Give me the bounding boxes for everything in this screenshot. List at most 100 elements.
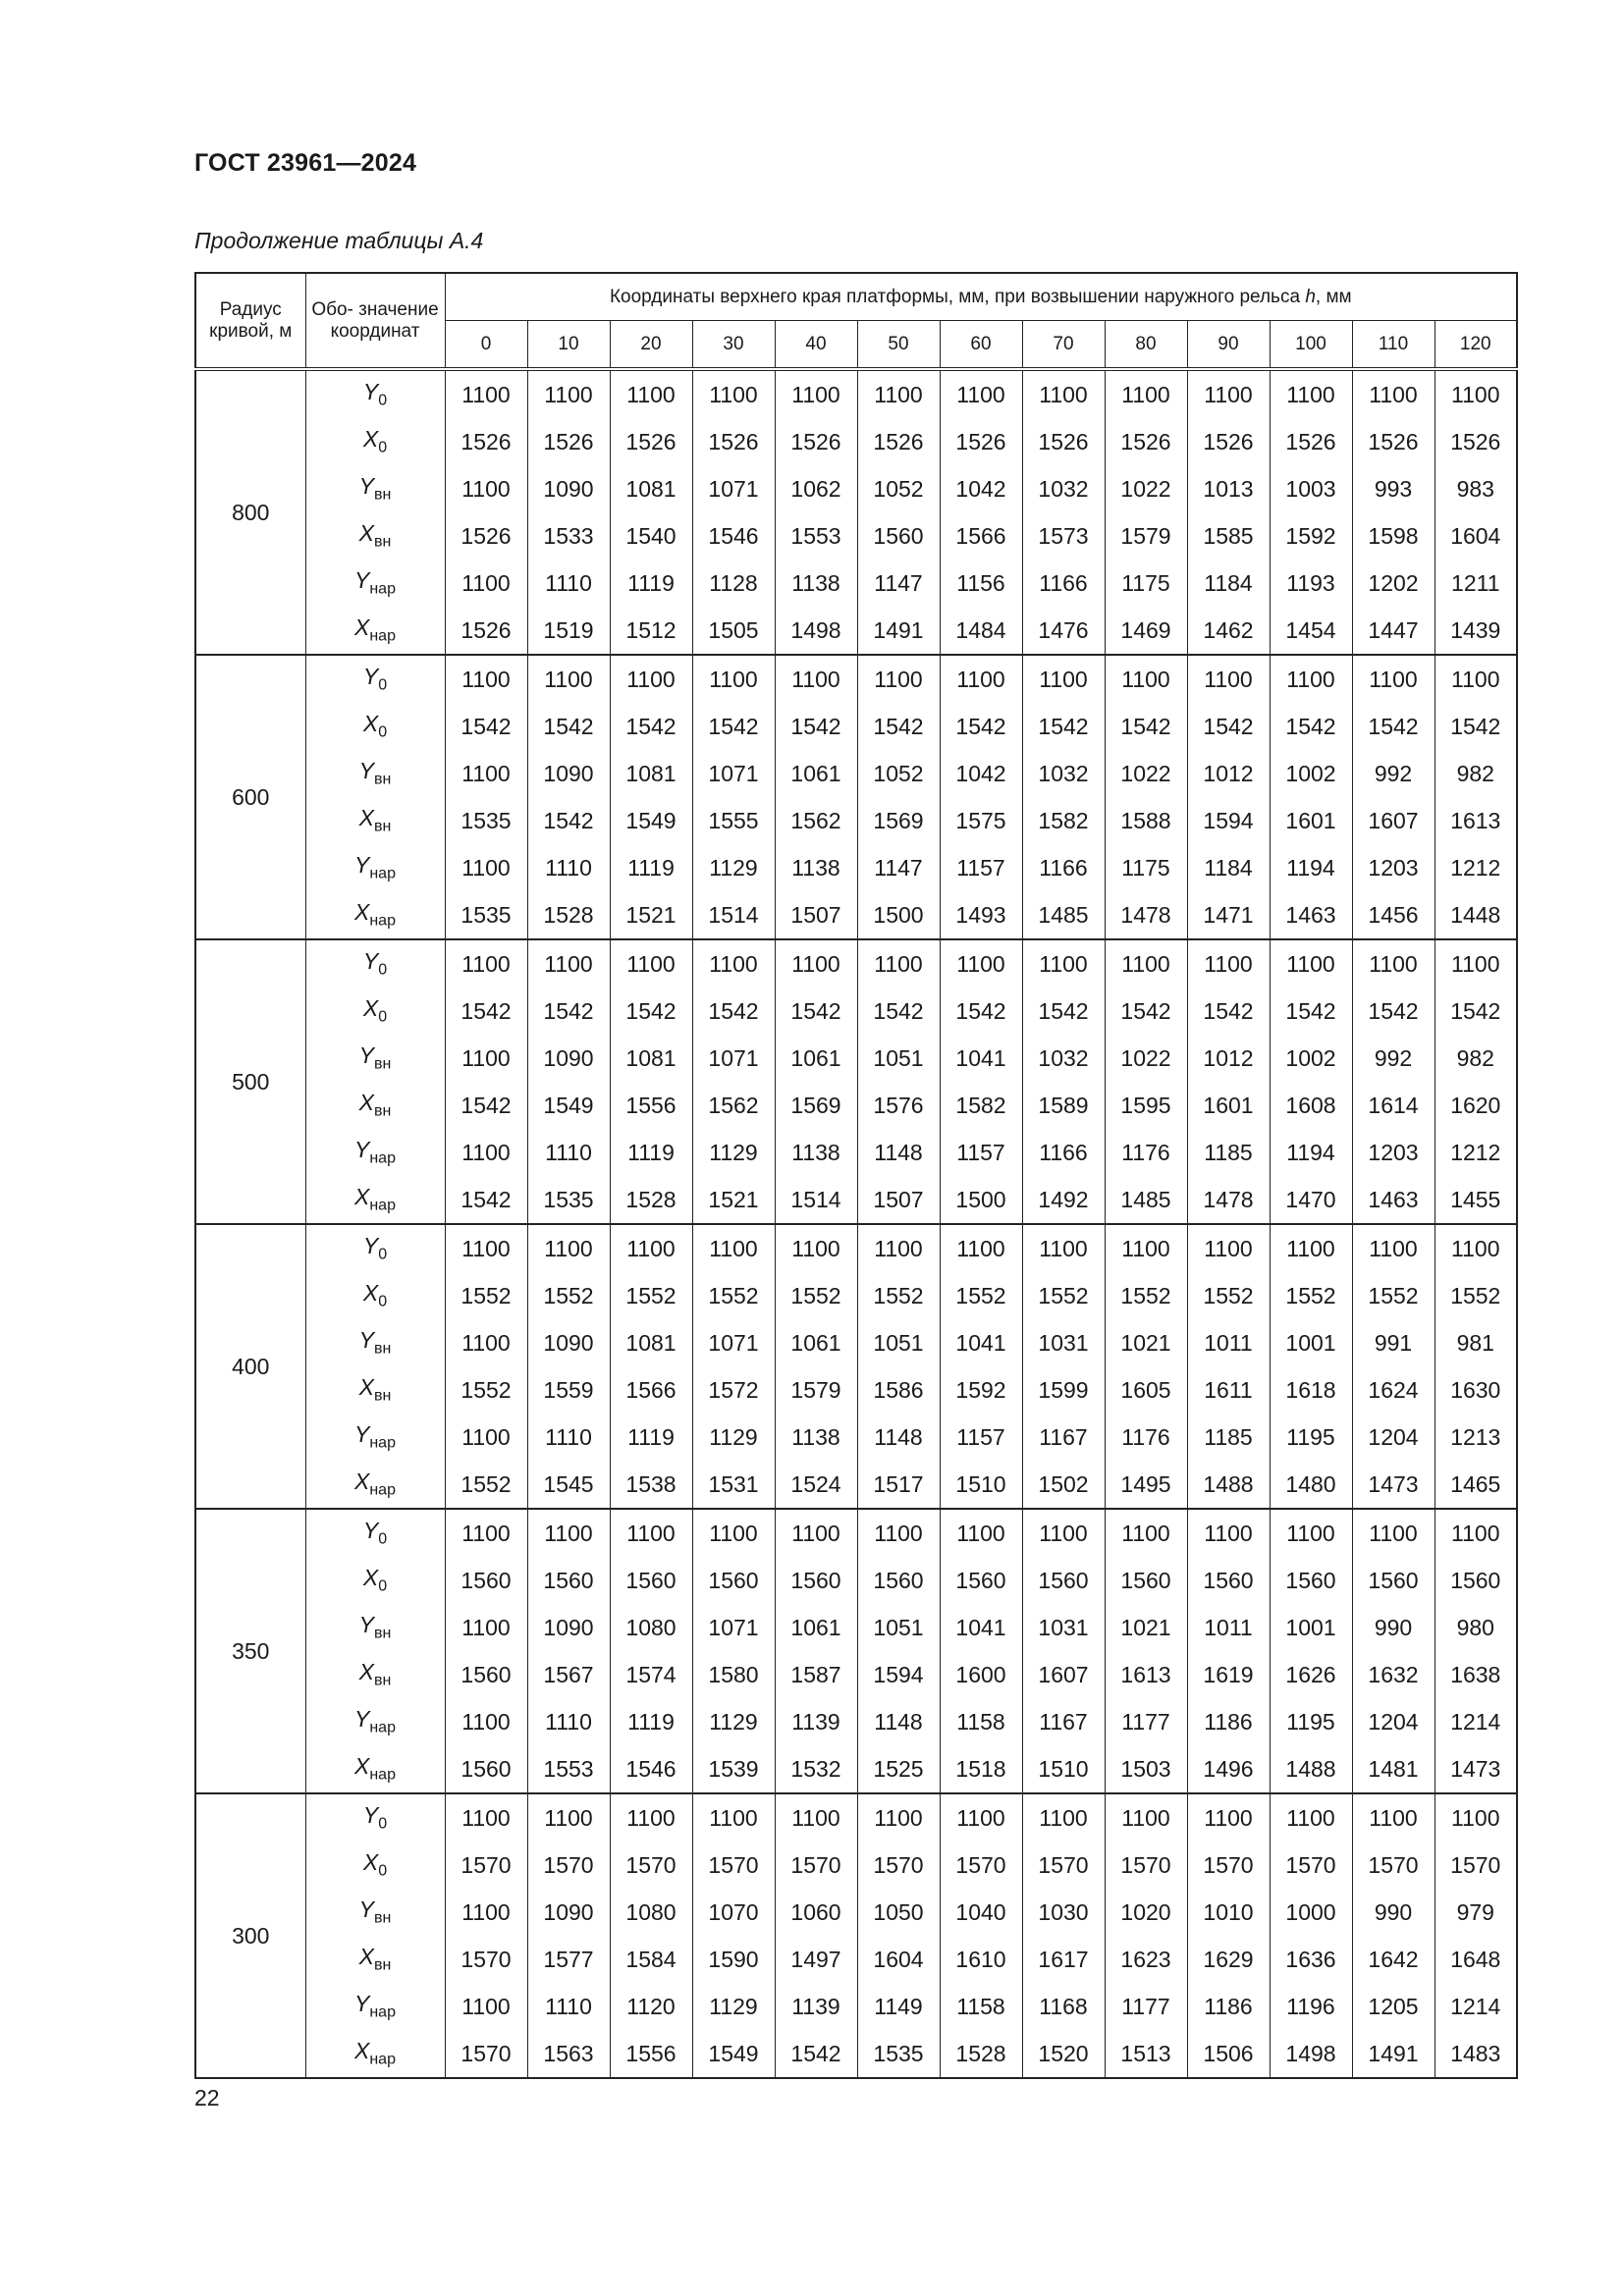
value-cell: 1020 bbox=[1104, 1889, 1188, 1936]
table-row: Yнар 1100 1110 1119 1129 1138 1148 1157 1166 1176… bbox=[195, 1129, 1518, 1176]
header-h-value: 120 bbox=[1434, 320, 1518, 371]
value-cell: 1100 bbox=[939, 939, 1023, 988]
table-body: 800 Y0 1100 1100 1100 1100 1100 1100 1100 1100 110… bbox=[194, 368, 1518, 2079]
value-cell: 1506 bbox=[1186, 2030, 1271, 2079]
value-cell: 1492 bbox=[1021, 1176, 1106, 1225]
radius-cell: 800 bbox=[194, 368, 306, 656]
value-cell: 1211 bbox=[1434, 560, 1518, 607]
value-cell: 1582 bbox=[1021, 797, 1106, 844]
value-cell: 1110 bbox=[526, 1983, 611, 2030]
value-cell: 1542 bbox=[444, 703, 528, 750]
value-cell: 1138 bbox=[774, 1129, 858, 1176]
value-cell: 1032 bbox=[1021, 750, 1106, 797]
value-cell: 1010 bbox=[1186, 1889, 1271, 1936]
value-cell: 1573 bbox=[1021, 512, 1106, 560]
value-cell: 1081 bbox=[609, 465, 693, 512]
value-cell: 1011 bbox=[1186, 1604, 1271, 1651]
value-cell: 1100 bbox=[444, 1319, 528, 1366]
value-cell: 1090 bbox=[526, 1889, 611, 1936]
header-h-value: 110 bbox=[1351, 320, 1435, 371]
value-cell: 1100 bbox=[939, 1509, 1023, 1557]
value-cell: 1542 bbox=[774, 703, 858, 750]
value-cell: 1590 bbox=[691, 1936, 776, 1983]
value-cell: 1100 bbox=[691, 655, 776, 703]
value-cell: 1100 bbox=[774, 655, 858, 703]
value-cell: 1579 bbox=[1104, 512, 1188, 560]
value-cell: 1600 bbox=[939, 1651, 1023, 1698]
radius-cell: 300 bbox=[194, 1792, 306, 2079]
value-cell: 1100 bbox=[774, 1509, 858, 1557]
value-cell: 1100 bbox=[1104, 369, 1188, 418]
value-cell: 1042 bbox=[939, 750, 1023, 797]
value-cell: 1157 bbox=[939, 1129, 1023, 1176]
value-cell: 1100 bbox=[856, 1224, 941, 1272]
value-cell: 993 bbox=[1351, 465, 1435, 512]
value-cell: 1051 bbox=[856, 1319, 941, 1366]
value-cell: 1129 bbox=[691, 1983, 776, 2030]
value-cell: 1542 bbox=[609, 988, 693, 1035]
header-h-value: 50 bbox=[856, 320, 941, 371]
value-cell: 1100 bbox=[856, 369, 941, 418]
value-cell: 1526 bbox=[1434, 418, 1518, 465]
value-cell: 1589 bbox=[1021, 1082, 1106, 1129]
value-cell: 1483 bbox=[1434, 2030, 1518, 2079]
value-cell: 1592 bbox=[1269, 512, 1353, 560]
value-cell: 1032 bbox=[1021, 1035, 1106, 1082]
value-cell: 1542 bbox=[444, 988, 528, 1035]
value-cell: 1533 bbox=[526, 512, 611, 560]
coordinate-symbol: Yнар bbox=[304, 844, 446, 891]
coordinate-symbol: Xнар bbox=[304, 1745, 446, 1794]
value-cell: 1110 bbox=[526, 844, 611, 891]
value-cell: 1100 bbox=[1186, 1224, 1271, 1272]
value-cell: 1560 bbox=[444, 1557, 528, 1604]
value-cell: 1524 bbox=[774, 1461, 858, 1510]
value-cell: 1563 bbox=[526, 2030, 611, 2079]
coordinate-symbol: X0 bbox=[304, 703, 446, 750]
value-cell: 1175 bbox=[1104, 560, 1188, 607]
coordinate-symbol: X0 bbox=[304, 1557, 446, 1604]
table-row: X0 1542 1542 1542 1542 1542 1542 1542 1542 1542 15… bbox=[195, 988, 1518, 1035]
value-cell: 1507 bbox=[774, 891, 858, 940]
value-cell: 1552 bbox=[444, 1461, 528, 1510]
value-cell: 1110 bbox=[526, 560, 611, 607]
coordinate-symbol: Xвн bbox=[304, 512, 446, 560]
value-cell: 1119 bbox=[609, 1698, 693, 1745]
value-cell: 1100 bbox=[1186, 1793, 1271, 1842]
coordinate-symbol: Yвн bbox=[304, 1035, 446, 1082]
value-cell: 1549 bbox=[609, 797, 693, 844]
document-title: ГОСТ 23961—2024 bbox=[194, 149, 417, 177]
header-h-value: 80 bbox=[1104, 320, 1188, 371]
value-cell: 1526 bbox=[1351, 418, 1435, 465]
value-cell: 1560 bbox=[939, 1557, 1023, 1604]
value-cell: 1648 bbox=[1434, 1936, 1518, 1983]
coordinate-symbol: Yнар bbox=[304, 1983, 446, 2030]
value-cell: 1570 bbox=[609, 1842, 693, 1889]
value-cell: 1636 bbox=[1269, 1936, 1353, 1983]
value-cell: 1051 bbox=[856, 1604, 941, 1651]
value-cell: 1488 bbox=[1186, 1461, 1271, 1510]
value-cell: 1090 bbox=[526, 465, 611, 512]
value-cell: 1542 bbox=[526, 797, 611, 844]
value-cell: 1157 bbox=[939, 844, 1023, 891]
value-cell: 1521 bbox=[609, 891, 693, 940]
value-cell: 1642 bbox=[1351, 1936, 1435, 1983]
value-cell: 1476 bbox=[1021, 607, 1106, 656]
value-cell: 1584 bbox=[609, 1936, 693, 1983]
value-cell: 1100 bbox=[444, 369, 528, 418]
table-row: Xвн 1526 1533 1540 1546 1553 1560 1566 1573 1579 1… bbox=[195, 512, 1518, 560]
value-cell: 1542 bbox=[856, 703, 941, 750]
value-cell: 1148 bbox=[856, 1698, 941, 1745]
header-h-value: 100 bbox=[1269, 320, 1353, 371]
value-cell: 1535 bbox=[856, 2030, 941, 2079]
value-cell: 1203 bbox=[1351, 1129, 1435, 1176]
value-cell: 1100 bbox=[444, 560, 528, 607]
value-cell: 1623 bbox=[1104, 1936, 1188, 1983]
value-cell: 1100 bbox=[444, 1035, 528, 1082]
value-cell: 1031 bbox=[1021, 1319, 1106, 1366]
value-cell: 1100 bbox=[444, 1983, 528, 2030]
value-cell: 1560 bbox=[1269, 1557, 1353, 1604]
value-cell: 1560 bbox=[1351, 1557, 1435, 1604]
value-cell: 1100 bbox=[444, 1793, 528, 1842]
coordinate-symbol: Xнар bbox=[304, 607, 446, 656]
coordinate-symbol: Y0 bbox=[304, 655, 446, 703]
